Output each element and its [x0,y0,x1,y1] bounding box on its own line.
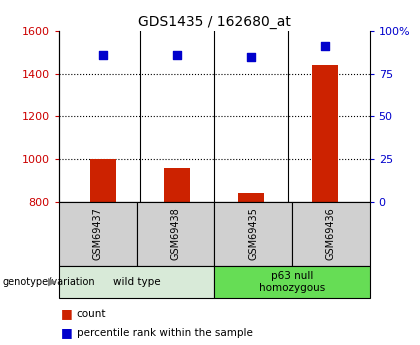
Title: GDS1435 / 162680_at: GDS1435 / 162680_at [138,14,291,29]
Bar [90,159,116,202]
Text: GSM69438: GSM69438 [171,207,180,260]
Text: GSM69436: GSM69436 [326,207,336,260]
Point [322,44,328,49]
Text: ▶: ▶ [48,277,57,287]
Bar [312,65,338,202]
Text: p63 null
homozygous: p63 null homozygous [259,271,325,293]
Text: ■: ■ [61,307,73,321]
Text: wild type: wild type [113,277,160,287]
Text: GSM69437: GSM69437 [93,207,102,260]
Text: count: count [77,309,106,319]
Text: genotype/variation: genotype/variation [2,277,95,287]
Point [100,52,107,58]
Bar [238,193,264,202]
Text: percentile rank within the sample: percentile rank within the sample [77,328,253,338]
Bar [164,168,190,202]
Text: ■: ■ [61,326,73,339]
Text: GSM69435: GSM69435 [248,207,258,260]
Point [174,52,181,58]
Point [248,54,255,59]
